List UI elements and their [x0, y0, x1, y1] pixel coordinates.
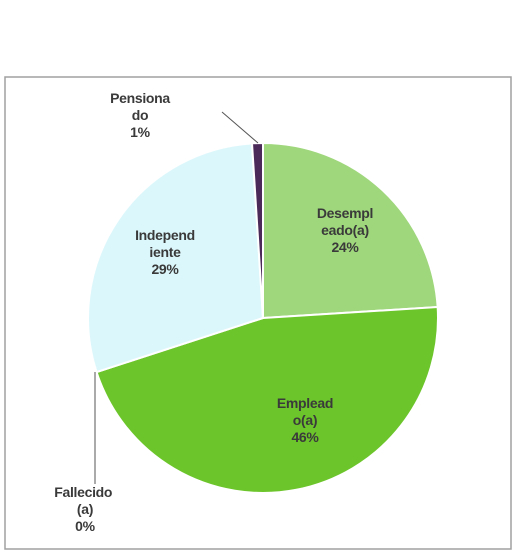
slice-value-label: 24%: [331, 239, 359, 255]
slice-label-line: do: [132, 107, 149, 123]
pie-slice: [262, 141, 439, 320]
pie-slice: [95, 305, 439, 495]
slice-label: Independ iente: [135, 227, 195, 260]
slice-label: Emplead o(a): [277, 395, 333, 428]
slice-label-line: iente: [149, 244, 181, 260]
slice-label: Desempl eado(a): [317, 205, 373, 238]
pie-slice: [87, 142, 265, 374]
slice-label-line: (a): [77, 501, 93, 517]
slice-label-line: o(a): [293, 412, 317, 428]
slice-label-line: Independ: [135, 227, 195, 243]
slice-label-line: Emplead: [277, 395, 333, 411]
slice-label-line: Desempl: [317, 205, 373, 221]
slice-value-label: 46%: [291, 429, 319, 445]
slice-label: Pensiona do: [110, 90, 170, 123]
leader-line: [221, 111, 259, 144]
slice-value-label: 0%: [75, 518, 95, 534]
slice-label: Fallecido (a): [54, 484, 116, 517]
slice-value-label: 1%: [130, 124, 150, 140]
pie: [87, 141, 439, 495]
slice-value-label: 29%: [151, 261, 179, 277]
slice-label-line: Fallecido: [54, 484, 116, 500]
slice-label-line: eado(a): [321, 222, 369, 238]
slice-label-line: Pensiona: [110, 90, 170, 106]
